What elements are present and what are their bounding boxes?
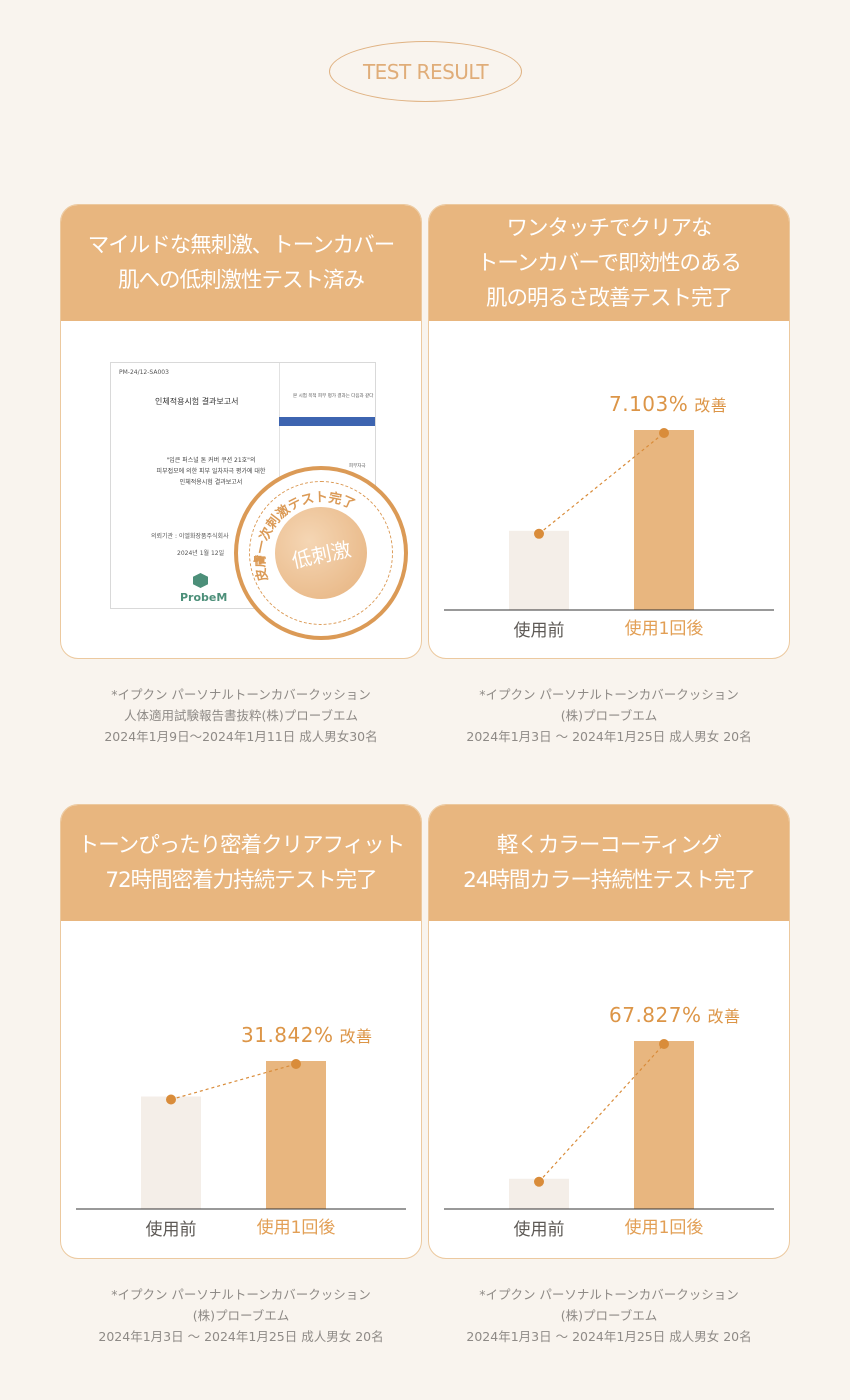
improvement-label: 31.842% 改善: [241, 1023, 373, 1047]
trend-line: [170, 1063, 297, 1101]
report-table-header: [279, 417, 375, 426]
report-title: 인체적용시험 결과보고서: [155, 397, 239, 406]
card-footnote: *イプクン パーソナルトーンカバークッション (株)プローブエム 2024年1月…: [98, 1287, 384, 1344]
report-client: 의뢰기관 : 이엘화장품주식회사: [151, 533, 229, 540]
report-side-rate: 피부자극: [349, 464, 366, 469]
bar-after: [634, 1041, 694, 1209]
low-irritation-stamp: 皮膚一次刺激テスト完了 低刺激: [234, 466, 408, 640]
card-footnote: *イプクン パーソナルトーンカバークッション (株)プローブエム 2024年1月…: [466, 1287, 752, 1344]
improvement-label: 67.827% 改善: [609, 1003, 741, 1027]
improvement-label: 7.103% 改善: [609, 392, 727, 416]
improvement-percent: 31.842%: [241, 1023, 334, 1047]
bar-chart: 7.103% 改善使用前 使用1回後: [429, 321, 789, 658]
card-low-irritation: マイルドな無刺激、トーンカバー 肌への低刺激性テスト済み PM-24/12-SA…: [60, 204, 422, 659]
card-adhesion: トーンぴったり密着クリアフィット 72時間密着力持続テスト完了 31.842% 改…: [60, 804, 422, 1259]
chart-svg: [444, 1039, 774, 1210]
x-label-before: 使用前: [513, 1220, 565, 1240]
report-brand: ProbeM: [180, 591, 228, 604]
report-image: PM-24/12-SA003 인체적용시험 결과보고서 "입큰 퍼스널 톤 커버…: [61, 321, 421, 658]
point-after: [659, 428, 669, 438]
improvement-percent: 7.103%: [609, 392, 689, 416]
chart-svg: [444, 428, 774, 611]
bar-after: [634, 430, 694, 610]
improvement-percent: 67.827%: [609, 1003, 702, 1027]
x-label-after: 使用1回後: [624, 1218, 704, 1238]
trend-line: [538, 1043, 665, 1183]
chart-svg: [76, 1059, 406, 1210]
card-brightness: ワンタッチでクリアな トーンカバーで即効性のある 肌の明るさ改善テスト完了 7.…: [428, 204, 790, 659]
improvement-word: 改善: [339, 1027, 373, 1046]
x-label-before: 使用前: [145, 1220, 197, 1240]
card-footnote: *イプクン パーソナルトーンカバークッション 人体適用試験報告書抜粋(株)プロー…: [104, 687, 378, 744]
card-title: マイルドな無刺激、トーンカバー 肌への低刺激性テスト済み: [61, 205, 421, 321]
point-before: [534, 528, 544, 539]
bar-chart: 67.827% 改善使用前 使用1回後: [429, 921, 789, 1258]
card-footnote: *イプクン パーソナルトーンカバークッション (株)プローブエム 2024年1月…: [466, 687, 752, 744]
x-label-after: 使用1回後: [624, 619, 704, 639]
bar-before: [509, 530, 569, 610]
card-title: 軽くカラーコーティング 24時間カラー持続性テスト完了: [429, 805, 789, 921]
point-before: [534, 1176, 544, 1187]
bar-after: [266, 1061, 326, 1209]
point-after: [291, 1059, 301, 1069]
report-code: PM-24/12-SA003: [119, 369, 169, 376]
report-body: "입큰 퍼스널 톤 커버 쿠션 21호"의 피부접모에 의한 피부 일차자극 평…: [156, 457, 266, 486]
bar-chart: 31.842% 改善使用前 使用1回後: [61, 921, 421, 1258]
x-label-after: 使用1回後: [256, 1218, 336, 1238]
report-date: 2024년 1월 12일: [177, 550, 225, 557]
improvement-word: 改善: [694, 396, 728, 415]
probem-logo-icon: [193, 573, 208, 588]
card-title: トーンぴったり密着クリアフィット 72時間密着力持続テスト完了: [61, 805, 421, 921]
point-after: [659, 1039, 669, 1049]
improvement-word: 改善: [707, 1007, 741, 1026]
point-before: [166, 1094, 176, 1105]
card-title: ワンタッチでクリアな トーンカバーで即効性のある 肌の明るさ改善テスト完了: [429, 205, 789, 321]
trend-line: [538, 432, 665, 535]
bar-before: [141, 1096, 201, 1209]
report-side-note: 본 시험 목적 피부 평가 결과는 다음과 같다: [293, 394, 374, 399]
test-result-badge: TEST RESULT: [329, 41, 522, 102]
x-label-before: 使用前: [513, 621, 565, 641]
card-color-lasting: 軽くカラーコーティング 24時間カラー持続性テスト完了 67.827% 改善使用前…: [428, 804, 790, 1259]
stamp-inner-ring: [249, 481, 393, 625]
